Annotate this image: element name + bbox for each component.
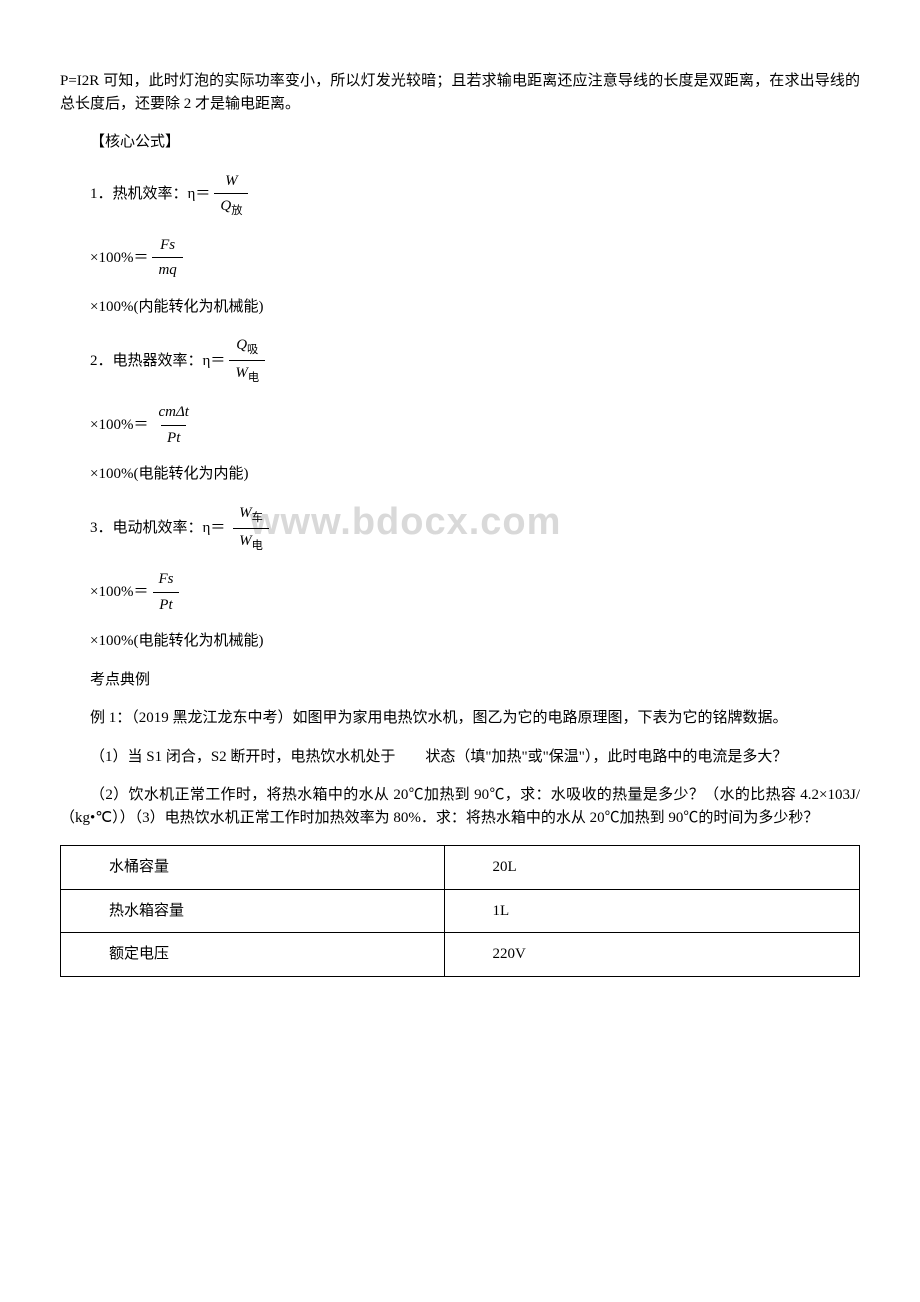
formula-1-note: ×100%(内能转化为机械能): [90, 296, 860, 319]
example-1-p1: 例 1：（2019 黑龙江龙东中考）如图甲为家用电热饮水机，图乙为它的电路原理图…: [60, 707, 860, 730]
formula-1-label: 1．热机效率：η＝: [90, 183, 210, 206]
formula-2-num-var: Q: [236, 337, 247, 353]
intro-paragraph: P=I2R 可知，此时灯泡的实际功率变小，所以灯发光较暗；且若求输电距离还应注意…: [60, 70, 860, 115]
example-1-p2: （1）当 S1 闭合，S2 断开时，电热饮水机处于 状态（填"加热"或"保温"）…: [60, 746, 860, 769]
formula-2-note: ×100%(电能转化为内能): [90, 463, 860, 486]
table-cell-value: 220V: [444, 933, 859, 977]
table-cell-key: 额定电压: [61, 933, 445, 977]
formula-2-line2: ×100%＝ cmΔt Pt: [90, 401, 860, 449]
formula-3-note: ×100%(电能转化为机械能): [90, 630, 860, 653]
example-1-p3: （2）饮水机正常工作时，将热水箱中的水从 20℃加热到 90℃，求：水吸收的热量…: [60, 784, 860, 829]
formula-3-den-sub: 电: [252, 540, 263, 552]
formula-3-line2: ×100%＝ Fs Pt: [90, 568, 860, 616]
formula-1-line2-prefix: ×100%＝: [90, 247, 148, 270]
formula-1-line2-num: Fs: [154, 234, 181, 258]
formula-3-line2-prefix: ×100%＝: [90, 581, 148, 604]
watermark-text: www.bdocx.com: [250, 494, 561, 551]
formula-1-den-sub: 放: [231, 205, 242, 217]
formula-3-fraction: W车 W电: [233, 502, 269, 555]
formula-3-line2-num: Fs: [152, 568, 179, 592]
table-cell-value: 20L: [444, 846, 859, 890]
formula-2-line2-den: Pt: [161, 425, 186, 450]
formula-1-den-var: Q: [220, 198, 231, 214]
formula-3-line2-den: Pt: [153, 592, 178, 617]
formula-2-label: 2．电热器效率：η＝: [90, 350, 225, 373]
table-cell-key: 热水箱容量: [61, 889, 445, 933]
formula-2-den-var: W: [235, 365, 248, 381]
formula-2-fraction: Q吸 W电: [229, 334, 265, 387]
formula-2-line2-num: cmΔt: [152, 401, 194, 425]
table-cell-key: 水桶容量: [61, 846, 445, 890]
examples-title: 考点典例: [60, 669, 860, 692]
formula-1-main: 1．热机效率：η＝ W Q放: [90, 170, 860, 220]
formula-2-den-sub: 电: [248, 372, 259, 384]
formula-3-num-var: W: [239, 505, 252, 521]
table-row: 额定电压 220V: [61, 933, 860, 977]
formula-3-den-var: W: [239, 533, 252, 549]
formula-3-num-sub: 车: [252, 512, 263, 524]
formula-1-num: W: [225, 173, 238, 189]
table-row: 热水箱容量 1L: [61, 889, 860, 933]
formula-1-fraction: W Q放: [214, 170, 248, 220]
section-title: 【核心公式】: [60, 131, 860, 154]
formula-2-num-sub: 吸: [247, 344, 258, 356]
formula-3-label: 3．电动机效率：η＝: [90, 519, 225, 535]
formula-2-main: 2．电热器效率：η＝ Q吸 W电: [90, 334, 860, 387]
formula-3-line2-fraction: Fs Pt: [152, 568, 179, 616]
formula-1-line2-fraction: Fs mq: [152, 234, 182, 282]
spec-table: 水桶容量 20L 热水箱容量 1L 额定电压 220V: [60, 845, 860, 977]
table-row: 水桶容量 20L: [61, 846, 860, 890]
formula-1-line2-den: mq: [152, 257, 182, 282]
formula-2-line2-prefix: ×100%＝: [90, 414, 148, 437]
formula-1-line2: ×100%＝ Fs mq: [90, 234, 860, 282]
table-cell-value: 1L: [444, 889, 859, 933]
formula-3-main: www.bdocx.com 3．电动机效率：η＝ W车 W电: [90, 502, 860, 555]
formula-2-line2-fraction: cmΔt Pt: [152, 401, 194, 449]
